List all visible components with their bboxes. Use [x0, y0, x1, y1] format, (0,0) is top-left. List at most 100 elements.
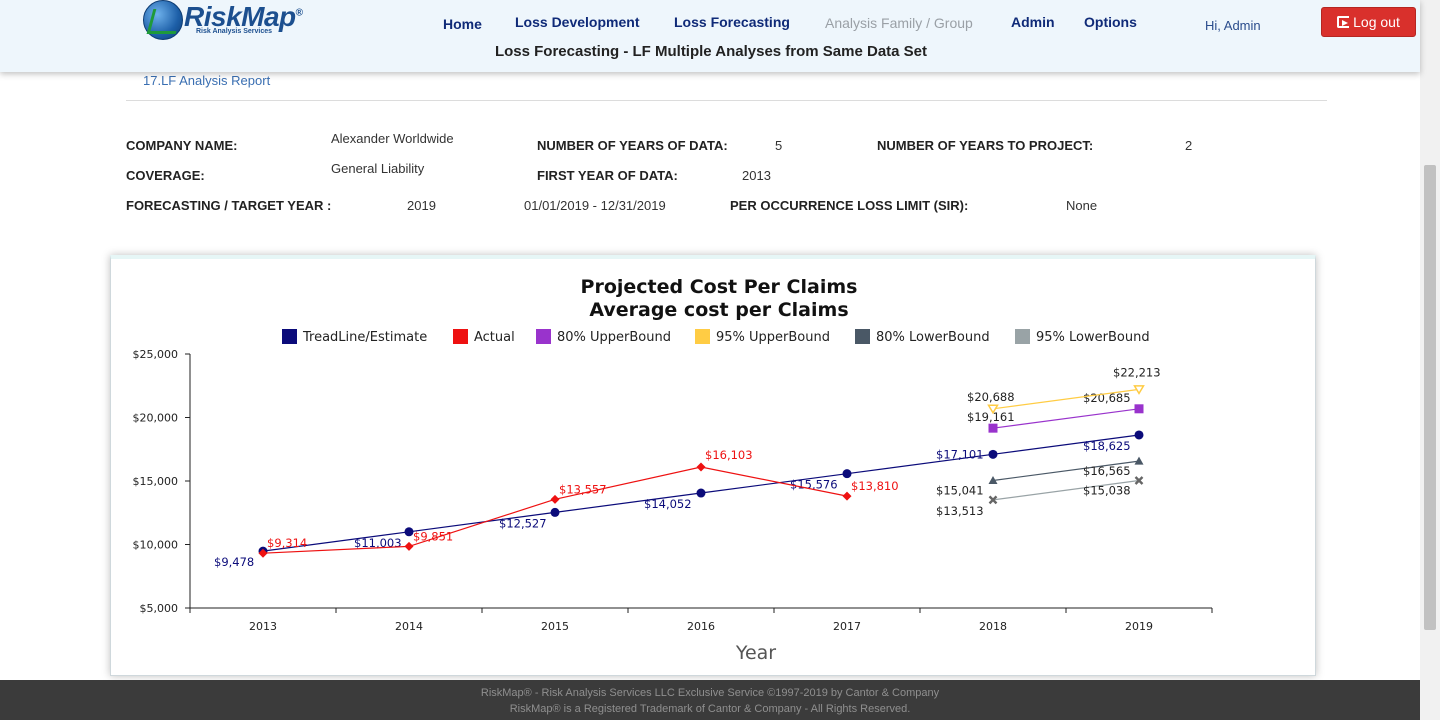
series-1-point-3 — [696, 462, 706, 472]
company-name-value: Alexander Worldwide — [331, 131, 454, 146]
years-to-project-label: NUMBER OF YEARS TO PROJECT: — [877, 138, 1094, 153]
data-label-3-6: $22,213 — [1113, 365, 1161, 379]
company-name-label: COMPANY NAME: — [126, 138, 238, 153]
x-tick-label-2: 2015 — [541, 620, 569, 633]
coverage-label: COVERAGE: — [126, 168, 205, 183]
x-tick-label-6: 2019 — [1125, 620, 1153, 633]
footer-trademark: RiskMap® is a Registered Trademark of Ca… — [509, 703, 911, 715]
data-label-0-4: $15,576 — [790, 478, 838, 492]
series-0-point-6 — [1134, 430, 1144, 440]
series-4-point-5 — [988, 475, 998, 484]
series-1-point-2 — [550, 494, 560, 504]
series-3-point-6 — [1133, 385, 1145, 395]
series-line-2 — [992, 408, 1140, 429]
legend-label-0: TreadLine/Estimate — [302, 330, 427, 345]
x-axis-title: Year — [735, 642, 776, 664]
legend-label-1: Actual — [474, 330, 515, 345]
y-tick-label-3: $20,000 — [133, 412, 179, 425]
series-0-point-5 — [988, 449, 998, 459]
series-0-point-4 — [842, 469, 852, 479]
data-label-1-4: $13,810 — [851, 479, 899, 493]
nav-admin[interactable]: Admin — [1011, 14, 1055, 30]
breadcrumb[interactable]: 17.LF Analysis Report — [143, 73, 271, 88]
series-0-point-2 — [550, 507, 560, 517]
data-label-0-1: $11,003 — [354, 536, 402, 550]
chart-subtitle: Average cost per Claims — [589, 299, 848, 321]
series-3-point-5 — [987, 404, 999, 415]
first-year-value: 2013 — [742, 168, 771, 183]
series-5-point-5 — [988, 495, 998, 505]
legend-swatch-3 — [695, 329, 710, 344]
page-title: Loss Forecasting - LF Multiple Analyses … — [494, 43, 928, 60]
y-tick-label-1: $10,000 — [133, 539, 179, 552]
data-label-1-2: $13,557 — [559, 482, 607, 496]
first-year-label: FIRST YEAR OF DATA: — [537, 168, 678, 183]
riskmap-logo[interactable]: RiskMap® Risk Analysis Services — [140, 0, 315, 42]
nav-analysis-family-group: Analysis Family / Group — [825, 15, 973, 31]
legend-label-2: 80% UpperBound — [557, 330, 671, 345]
nav-options[interactable]: Options — [1084, 14, 1137, 30]
nav-home[interactable]: Home — [443, 16, 482, 32]
divider — [126, 100, 1327, 101]
data-label-2-6: $20,685 — [1083, 391, 1131, 405]
data-label-5-6: $15,038 — [1083, 484, 1131, 498]
years-of-data-label: NUMBER OF YEARS OF DATA: — [537, 138, 728, 153]
data-label-0-3: $14,052 — [644, 497, 692, 511]
legend-swatch-4 — [855, 329, 870, 344]
series-0-point-3 — [696, 488, 706, 498]
years-of-data-value: 5 — [775, 138, 783, 153]
forecast-year-value: 2019 — [407, 198, 436, 213]
series-5-point-6 — [1134, 476, 1144, 485]
series-1-point-1 — [404, 541, 414, 551]
data-label-0-0: $9,478 — [214, 555, 254, 569]
coverage-value: General Liability — [331, 161, 425, 176]
data-label-1-3: $16,103 — [705, 448, 753, 462]
user-greeting: Hi, Admin — [1205, 18, 1261, 33]
chart-panel — [110, 255, 1316, 676]
y-tick-label-2: $15,000 — [133, 475, 179, 488]
top-navbar: RiskMap® Risk Analysis Services Home Los… — [0, 0, 1420, 72]
legend-swatch-1 — [453, 329, 468, 344]
legend-swatch-0 — [282, 329, 297, 344]
x-tick-label-0: 2013 — [249, 620, 277, 633]
series-1-point-0 — [258, 548, 268, 558]
loss-limit-value: None — [1066, 198, 1098, 213]
x-tick-label-1: 2014 — [395, 620, 423, 633]
y-tick-label-4: $25,000 — [133, 348, 179, 361]
globe-icon — [143, 0, 183, 40]
legend-label-3: 95% UpperBound — [716, 330, 830, 345]
data-label-2-5: $19,161 — [967, 410, 1015, 424]
data-label-0-5: $17,101 — [936, 447, 984, 461]
legend-swatch-5 — [1015, 329, 1030, 344]
footer: RiskMap® - Risk Analysis Services LLC Ex… — [0, 680, 1420, 720]
forecast-year-label: FORECASTING / TARGET YEAR : — [126, 198, 332, 213]
data-label-4-5: $15,041 — [936, 483, 984, 497]
logo-subtitle: Risk Analysis Services — [196, 28, 273, 35]
nav-loss-forecasting[interactable]: Loss Forecasting — [674, 14, 790, 30]
nav-loss-development[interactable]: Loss Development — [515, 14, 640, 30]
legend-label-5: 95% LowerBound — [1036, 330, 1150, 345]
series-2-point-6 — [1134, 404, 1144, 414]
logout-icon — [1337, 16, 1350, 28]
series-4-point-6 — [1134, 456, 1144, 465]
series-1-point-4 — [842, 491, 852, 501]
logout-label: Log out — [1353, 14, 1400, 30]
x-tick-label-3: 2016 — [687, 620, 715, 633]
series-line-3 — [992, 388, 1140, 410]
loss-limit-label: PER OCCURRENCE LOSS LIMIT (SIR): — [730, 198, 969, 213]
data-label-1-0: $9,314 — [267, 536, 307, 550]
y-tick-label-0: $5,000 — [140, 602, 179, 615]
scrollbar-thumb[interactable] — [1424, 165, 1436, 630]
footer-copyright: RiskMap® - Risk Analysis Services LLC Ex… — [480, 687, 940, 699]
data-label-3-5: $20,688 — [967, 390, 1015, 404]
series-0-point-1 — [404, 527, 414, 537]
data-label-0-6: $18,625 — [1083, 439, 1131, 453]
series-2-point-5 — [988, 423, 998, 433]
series-line-4 — [992, 460, 1140, 482]
data-label-0-2: $12,527 — [499, 516, 547, 530]
years-to-project-value: 2 — [1185, 138, 1193, 153]
logout-button[interactable]: Log out — [1321, 7, 1416, 37]
series-line-5 — [992, 479, 1140, 501]
chart-title: Projected Cost Per Claims — [581, 276, 858, 298]
